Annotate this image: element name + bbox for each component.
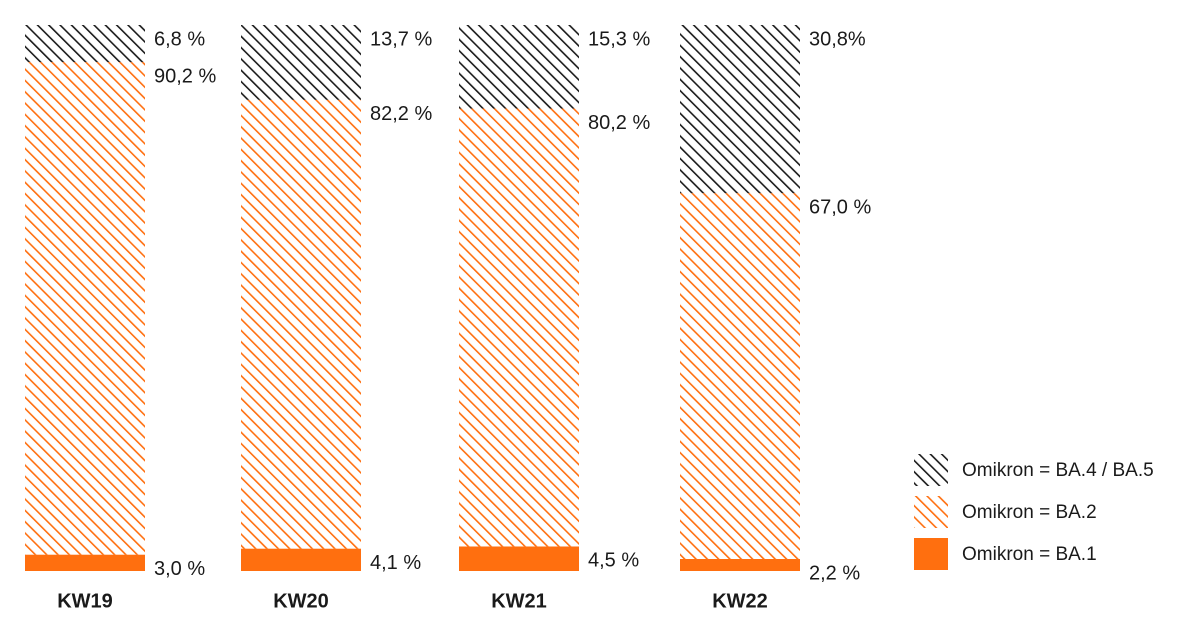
bar-segment-kw22-series-1 (680, 193, 800, 559)
segment-label-kw19-series-0: 3,0 % (154, 558, 205, 580)
bar-segment-kw19-series-2 (25, 25, 145, 63)
segment-label-kw22-series-0: 2,2 % (809, 562, 860, 584)
category-label-kw19: KW19 (57, 590, 113, 612)
legend-swatch-series-2 (914, 454, 948, 486)
legend-swatch-series-0 (914, 538, 948, 570)
bar-segment-kw22-series-2 (680, 25, 800, 194)
bar-segment-kw20-series-0 (241, 548, 361, 571)
bar-segment-kw19-series-1 (25, 62, 145, 555)
bar-segment-kw21-series-1 (459, 108, 579, 547)
segment-label-kw21-series-2: 15,3 % (588, 28, 650, 50)
segment-label-kw21-series-0: 4,5 % (588, 550, 639, 572)
segment-labels-group: 3,0 % 90,2 % 6,8 % 4,1 % 82,2 % 13,7 % 4,5 % 80… (154, 28, 871, 584)
bar-segment-kw20-series-2 (241, 25, 361, 100)
legend-label-series-2: Omikron = BA.4 / BA.5 (962, 460, 1154, 481)
bar-segment-kw20-series-1 (241, 99, 361, 549)
segment-label-kw22-series-2: 30,8% (809, 28, 866, 50)
category-label-kw22: KW22 (712, 590, 768, 612)
bars-group (25, 25, 800, 571)
segment-label-kw19-series-2: 6,8 % (154, 28, 205, 50)
category-label-kw21: KW21 (491, 590, 547, 612)
bar-segment-kw22-series-0 (680, 558, 800, 571)
bar-segment-kw19-series-0 (25, 554, 145, 571)
segment-label-kw20-series-1: 82,2 % (370, 103, 432, 125)
segment-label-kw21-series-1: 80,2 % (588, 112, 650, 134)
legend: Omikron = BA.4 / BA.5 Omikron = BA.2 Omikr… (914, 454, 1154, 570)
segment-label-kw20-series-0: 4,1 % (370, 552, 421, 574)
legend-swatch-series-1 (914, 496, 948, 528)
legend-label-series-0: Omikron = BA.1 (962, 544, 1097, 565)
segment-label-kw22-series-1: 67,0 % (809, 196, 871, 218)
legend-label-series-1: Omikron = BA.2 (962, 502, 1097, 523)
bar-segment-kw21-series-2 (459, 25, 579, 109)
category-label-kw20: KW20 (273, 590, 329, 612)
category-labels-group: KW19 KW20 KW21 KW22 (57, 590, 768, 612)
bar-segment-kw21-series-0 (459, 546, 579, 571)
segment-label-kw19-series-1: 90,2 % (154, 65, 216, 87)
segment-label-kw20-series-2: 13,7 % (370, 28, 432, 50)
